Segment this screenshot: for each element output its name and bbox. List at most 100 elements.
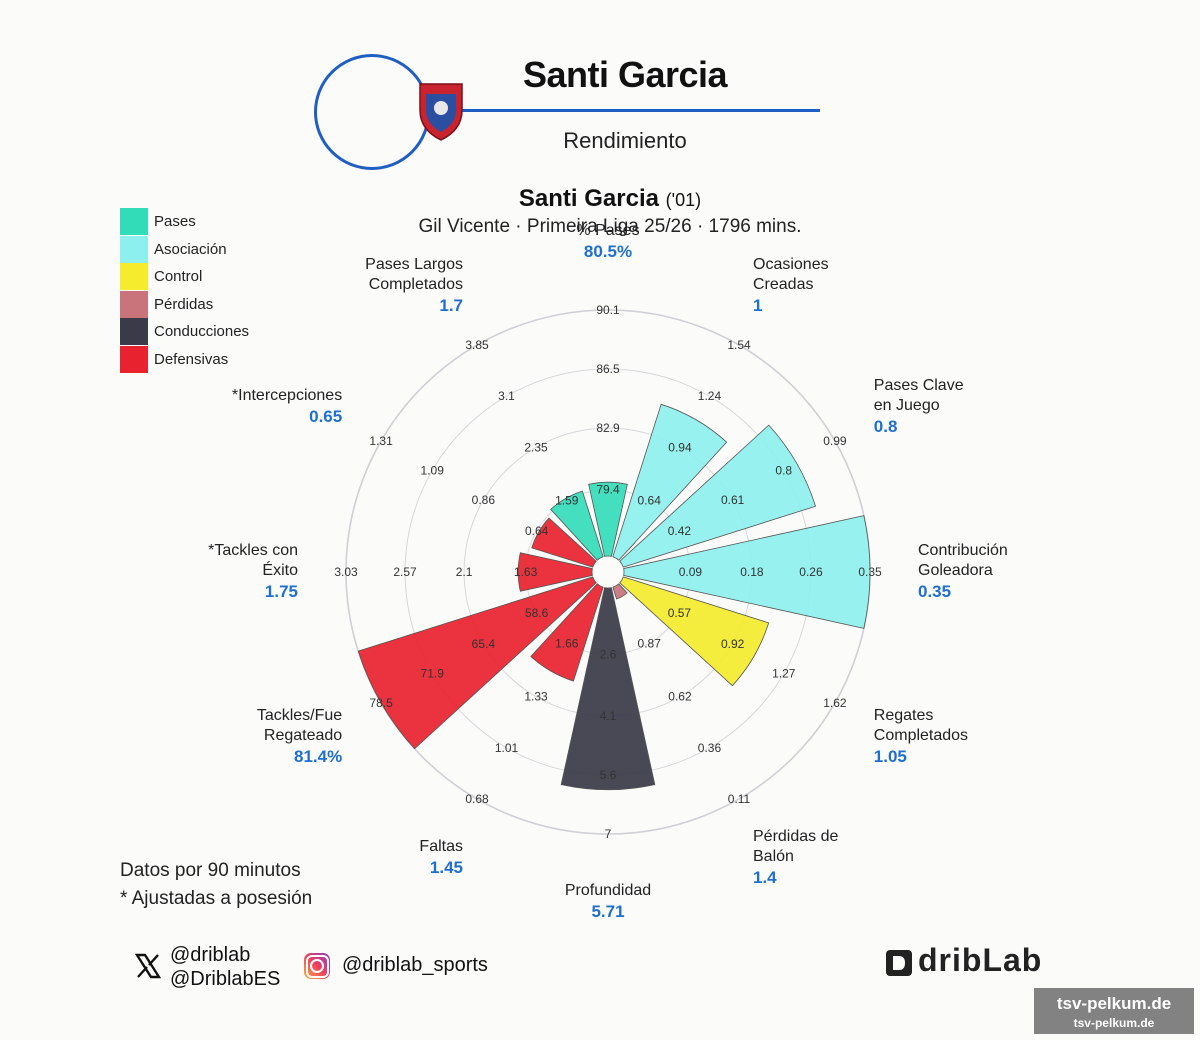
- tick-label: 0.86: [472, 493, 496, 507]
- page-subtitle: Rendimiento: [563, 128, 687, 153]
- tick-label: 1.62: [823, 696, 847, 710]
- legend-swatch: [120, 208, 148, 236]
- legend-item: Asociación: [120, 235, 249, 264]
- tick-label: 0.8: [775, 464, 792, 478]
- metric-label: Faltas 1.45: [419, 838, 463, 877]
- tick-label: 79.4: [596, 483, 620, 497]
- bar-wedge: [530, 583, 604, 682]
- tick-label: 4.1: [600, 709, 617, 723]
- twitter-handle-2[interactable]: @DriblabES: [170, 968, 281, 990]
- tick-label: 0.92: [721, 637, 745, 651]
- metric-name: Creadas: [753, 276, 813, 293]
- metric-value: 1.7: [439, 296, 463, 315]
- per-90-note: Datos por 90 minutos: [120, 860, 301, 881]
- player-year: ('01): [665, 190, 702, 210]
- legend-swatch: [120, 235, 148, 263]
- legend-label: Pérdidas: [154, 295, 214, 313]
- metric-label: Tackles/Fue Regateado 81.4%: [257, 707, 342, 766]
- bar-wedge: [619, 424, 817, 568]
- tick-label: 0.64: [525, 524, 549, 538]
- twitter-handle-1[interactable]: @driblab: [170, 944, 251, 966]
- tick-label: 0.62: [668, 690, 692, 704]
- legend-label: Control: [154, 268, 203, 286]
- metric-label: % Pases 80.5%: [576, 222, 639, 261]
- legend-item: Pases: [120, 208, 249, 236]
- bar-wedge: [588, 481, 628, 557]
- metric-name: % Pases: [576, 222, 639, 239]
- brand-name: dribLab: [918, 942, 1043, 978]
- metric-name: Profundidad: [565, 882, 651, 899]
- metric-value: 0.65: [309, 407, 342, 426]
- legend-swatch: [120, 318, 148, 346]
- tick-label: 0.64: [638, 494, 662, 508]
- player-name: Santi Garcia: [518, 185, 659, 212]
- metric-name: Balón: [753, 848, 794, 865]
- watermark-subtext: tsv-pelkum.de: [1073, 1016, 1155, 1030]
- tick-label: 1.54: [727, 338, 751, 352]
- tick-label: 2.57: [393, 565, 417, 579]
- chart-title: Santi Garcia ('01): [360, 185, 860, 213]
- legend-item: Control: [120, 263, 249, 291]
- bar-wedge: [531, 517, 597, 568]
- metric-name: Tackles/Fue: [257, 707, 342, 724]
- tick-label: 2.35: [524, 440, 548, 454]
- tick-label: 1.33: [524, 690, 548, 704]
- metric-value: 1: [753, 296, 762, 315]
- club-crest-icon: [419, 83, 463, 141]
- metric-label: Profundidad 5.71: [565, 882, 651, 921]
- tick-label: 0.18: [740, 565, 764, 579]
- legend-swatch: [120, 263, 148, 291]
- tick-label: 1.66: [555, 636, 579, 650]
- tick-label: 0.68: [465, 792, 489, 806]
- metric-value: 80.5%: [584, 242, 632, 261]
- metric-label: *Intercepciones 0.65: [232, 387, 342, 426]
- metric-name: Contribución: [918, 542, 1008, 559]
- legend-swatch: [120, 345, 148, 373]
- bar-wedge: [619, 576, 770, 687]
- metric-name: Regates: [874, 707, 934, 724]
- tick-label: 5.6: [600, 768, 617, 782]
- metric-name: *Intercepciones: [232, 387, 342, 404]
- metric-value: 0.35: [918, 582, 951, 601]
- tick-label: 1.09: [421, 464, 445, 478]
- tick-label: 1.24: [698, 389, 722, 403]
- metric-name: Completados: [874, 727, 968, 744]
- metric-name: *Tackles con: [208, 542, 298, 559]
- tick-label: 1.01: [495, 741, 519, 755]
- metric-value: 1.75: [265, 582, 298, 601]
- metric-value: 0.8: [874, 417, 898, 436]
- bar-wedge: [612, 403, 728, 561]
- metric-name: Regateado: [264, 727, 342, 744]
- possession-note: * Ajustadas a posesión: [120, 888, 313, 909]
- tick-label: 7: [605, 827, 612, 841]
- tick-label: 3.1: [498, 389, 515, 403]
- tick-label: 0.11: [728, 792, 751, 806]
- instagram-icon[interactable]: [304, 953, 330, 979]
- metric-name: Ocasiones: [753, 256, 829, 273]
- metric-value: 1.4: [753, 868, 777, 887]
- tick-label: 3.85: [465, 338, 489, 352]
- instagram-handle[interactable]: @driblab_sports: [342, 954, 488, 976]
- x-twitter-icon[interactable]: [134, 952, 162, 980]
- metric-value: 1.05: [874, 747, 907, 766]
- tick-label: 1.27: [772, 666, 796, 680]
- legend-label: Defensivas: [154, 350, 229, 368]
- tick-label: 90.1: [596, 303, 620, 317]
- metric-name: Faltas: [419, 838, 463, 855]
- tick-label: 78.5: [369, 696, 393, 710]
- metric-label: Contribución Goleadora 0.35: [918, 542, 1008, 601]
- legend-item: Pérdidas: [120, 290, 249, 319]
- tick-label: 0.87: [638, 636, 662, 650]
- chart-info: Gil Vicente · Primeira Liga 25/26 · 1796…: [418, 216, 802, 237]
- legend-label: Pases: [154, 213, 196, 231]
- tick-label: 71.9: [421, 666, 445, 680]
- metric-name: Completados: [369, 276, 463, 293]
- metric-value: 5.71: [591, 902, 624, 921]
- legend-label: Conducciones: [154, 323, 250, 341]
- legend-item: Conducciones: [120, 318, 249, 346]
- tick-label: 0.99: [823, 434, 847, 448]
- metric-label: Ocasiones Creadas 1: [753, 256, 829, 315]
- metric-label: Regates Completados 1.05: [874, 707, 968, 766]
- tick-label: 1.59: [555, 494, 579, 508]
